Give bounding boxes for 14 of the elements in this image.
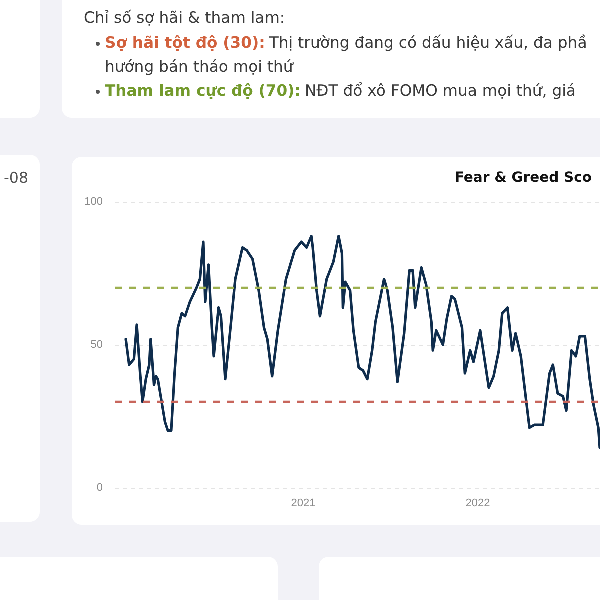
text: NĐT đổ xô FOMO mua mọi thứ, giá bbox=[305, 82, 576, 100]
chart-title: Fear & Greed Sco bbox=[454, 170, 592, 186]
text: hướng bán tháo mọi thứ bbox=[105, 58, 294, 76]
line-series bbox=[124, 235, 600, 450]
text: -08 bbox=[4, 169, 28, 187]
x-tick-label: 2022 bbox=[466, 498, 490, 510]
text: Chỉ số sợ hãi & tham lam: bbox=[84, 9, 286, 27]
text: Tham lam cực độ (70): bbox=[105, 82, 301, 100]
y-tick-label: 50 bbox=[90, 339, 103, 351]
text: Thị trường đang có dấu hiệu xấu, đa phầ bbox=[269, 34, 588, 52]
y-tick-label: 100 bbox=[84, 196, 103, 208]
text: Sợ hãi tột độ (30): bbox=[105, 34, 266, 52]
x-tick-label: 2021 bbox=[291, 498, 316, 510]
y-tick-label: 0 bbox=[96, 482, 103, 494]
